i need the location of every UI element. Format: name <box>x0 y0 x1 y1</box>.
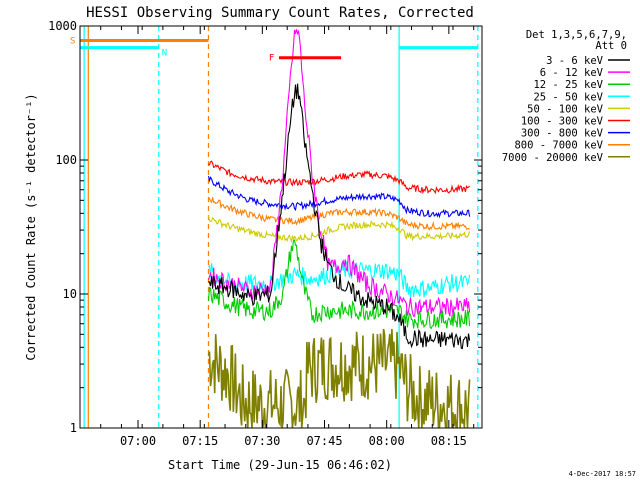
series-line-7000-20000-kev <box>207 328 471 428</box>
legend-label-100-300-kev: 100 - 300 keV <box>521 116 604 128</box>
series-line-25-50-kev <box>208 260 471 298</box>
x-tick-label-2: 07:30 <box>244 434 280 448</box>
chart-title: HESSI Observing Summary Count Rates, Cor… <box>86 5 474 21</box>
plot-frame <box>79 25 483 429</box>
x-tick-label-1: 07:15 <box>182 434 218 448</box>
legend-label-3-6-kev: 3 - 6 keV <box>546 55 604 67</box>
series-line-12-25-kev <box>207 239 471 330</box>
flag-label-s: S <box>70 36 75 46</box>
y-axis-label: Corrected Count Rate (s⁻¹ detector⁻¹) <box>24 93 38 360</box>
series-line-100-300-kev <box>208 160 471 195</box>
legend-label-6-12-kev: 6 - 12 keV <box>540 67 604 79</box>
flag-label-f: F <box>269 54 274 64</box>
legend-header-1: Att 0 <box>595 40 627 52</box>
legend-header-0: Det 1,3,5,6,7,9, <box>526 29 627 41</box>
series-line-50-100-kev <box>207 215 471 244</box>
legend-label-800-7000-kev: 800 - 7000 keV <box>514 140 603 152</box>
y-tick-label-1: 10 <box>63 287 77 301</box>
y-tick-label-0: 1 <box>70 421 77 435</box>
y-tick-label-2: 100 <box>55 153 77 167</box>
x-axis-label: Start Time (29-Jun-15 06:46:02) <box>168 458 392 472</box>
x-tick-label-3: 07:45 <box>306 434 342 448</box>
legend-label-50-100-kev: 50 - 100 keV <box>527 103 604 115</box>
x-tick-label-4: 08:00 <box>369 434 405 448</box>
x-tick-label-5: 08:15 <box>431 434 467 448</box>
y-tick-label-3: 1000 <box>48 19 77 33</box>
series-line-300-800-kev <box>207 175 471 219</box>
x-tick-label-0: 07:00 <box>120 434 156 448</box>
flag-label-n: N <box>162 49 167 59</box>
series-line-800-7000-kev <box>208 197 470 231</box>
footer-date: 4-Dec-2017 18:57 <box>569 470 636 478</box>
series-line-3-6-kev <box>208 83 471 350</box>
legend-label-7000-20000-kev: 7000 - 20000 keV <box>502 152 604 164</box>
legend-label-300-800-kev: 300 - 800 keV <box>521 128 604 140</box>
legend-label-25-50-kev: 25 - 50 keV <box>533 91 603 103</box>
legend-label-12-25-kev: 12 - 25 keV <box>533 79 603 91</box>
